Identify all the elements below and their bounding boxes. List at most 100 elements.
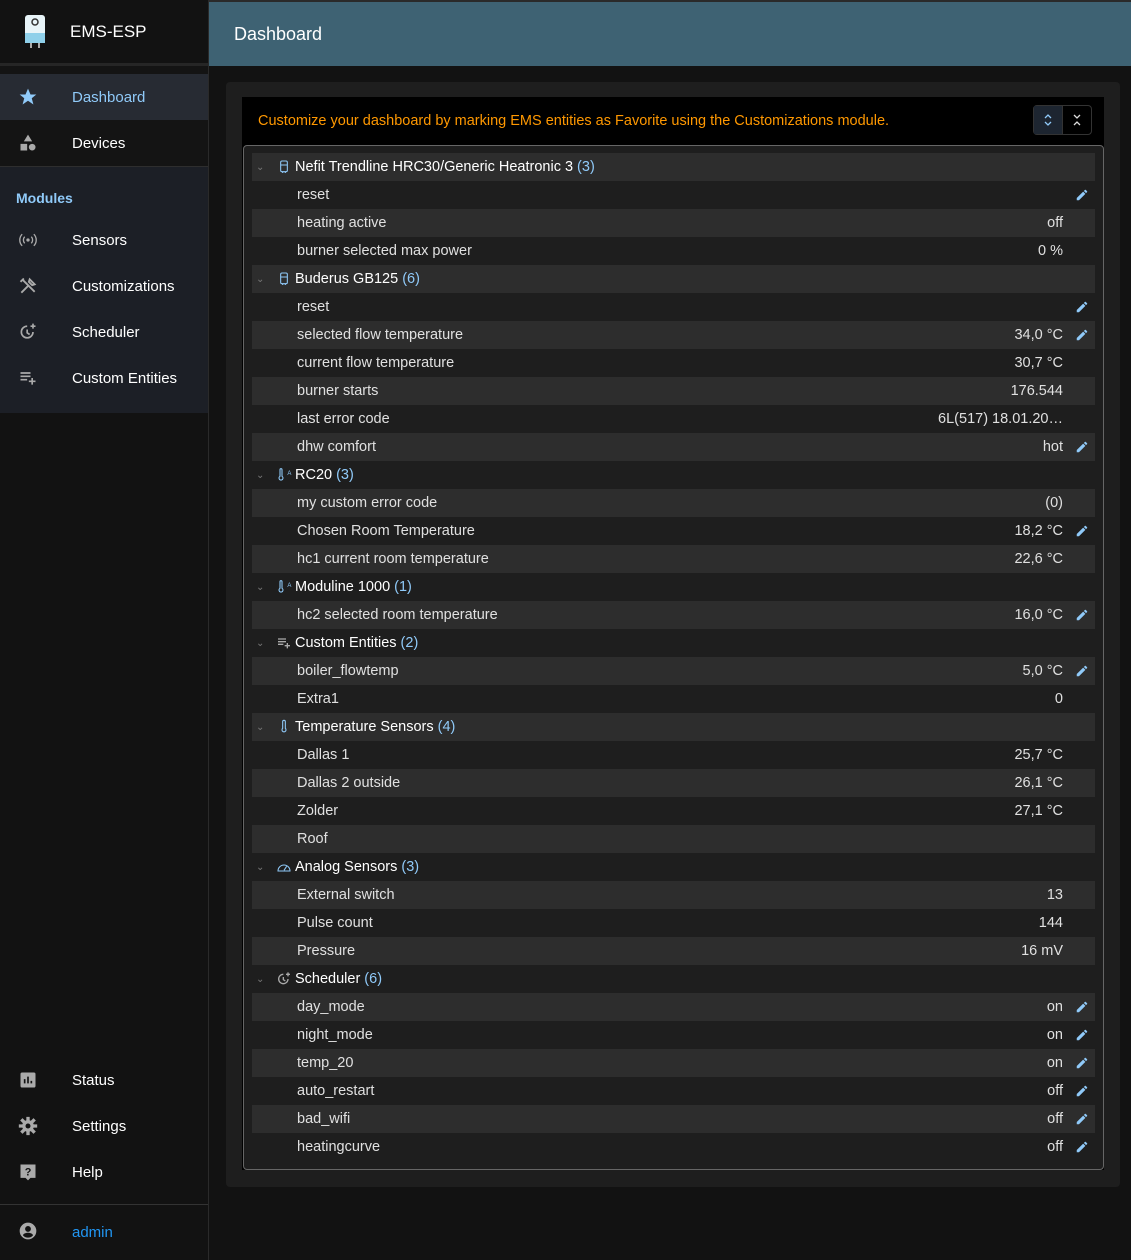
entity-row: dhw comfort hot: [252, 433, 1095, 461]
sidebar-item-settings[interactable]: Settings: [0, 1103, 208, 1149]
chevron-down-icon[interactable]: ⌄: [256, 273, 265, 285]
entity-row: temp_20 on: [252, 1049, 1095, 1077]
sidebar-item-label: Status: [72, 1071, 115, 1089]
edit-icon[interactable]: [1075, 328, 1089, 342]
sidebar-item-status[interactable]: Status: [0, 1057, 208, 1103]
group-name: Analog Sensors: [295, 859, 398, 875]
group-header-row[interactable]: ⌄ Analog Sensors (3): [252, 853, 1095, 881]
thermostat-auto-icon: A: [277, 468, 291, 481]
sidebar-item-scheduler[interactable]: Scheduler: [0, 309, 208, 355]
entity-label: last error code: [297, 411, 390, 427]
chevron-down-icon[interactable]: ⌄: [256, 721, 265, 733]
chevron-down-icon[interactable]: ⌄: [256, 861, 265, 873]
edit-icon[interactable]: [1075, 188, 1089, 202]
entity-label: temp_20: [297, 1055, 354, 1071]
edit-icon[interactable]: [1075, 608, 1089, 622]
svg-text:A: A: [287, 471, 291, 477]
edit-icon[interactable]: [1075, 1028, 1089, 1042]
entity-label: my custom error code: [297, 495, 438, 511]
entity-table: ⌄ Nefit Trendline HRC30/Generic Heatronic…: [243, 145, 1104, 1170]
chevron-down-icon[interactable]: ⌄: [256, 469, 265, 481]
app-title: EMS-ESP: [70, 21, 147, 41]
group-header-row[interactable]: ⌄ Nefit Trendline HRC30/Generic Heatronic…: [252, 153, 1095, 181]
group-header-row[interactable]: ⌄ Temperature Sensors (4): [252, 713, 1095, 741]
entity-row: day_mode on: [252, 993, 1095, 1021]
help-icon: ?: [20, 1164, 36, 1181]
sidebar-item-custom-entities[interactable]: Custom Entities: [0, 355, 208, 401]
entity-label: Dallas 2 outside: [297, 775, 401, 791]
edit-icon[interactable]: [1075, 1140, 1089, 1154]
entity-label: reset: [297, 299, 330, 315]
group-header-row[interactable]: ⌄ A RC20 (3): [252, 461, 1095, 489]
edit-icon[interactable]: [1075, 300, 1089, 314]
edit-icon[interactable]: [1075, 1084, 1089, 1098]
group-header-row[interactable]: ⌄ Buderus GB125 (6): [252, 265, 1095, 293]
entity-label: Roof: [297, 831, 328, 847]
sidebar-item-help[interactable]: ? Help: [0, 1149, 208, 1195]
entity-row: reset: [252, 293, 1095, 321]
entity-value: 144: [1038, 915, 1063, 931]
expand-collapse-toggle: [1033, 105, 1092, 135]
group-name: Buderus GB125: [295, 271, 399, 287]
sensors-icon: [19, 233, 37, 247]
entity-row: heating active off: [252, 209, 1095, 237]
group-count: (6): [364, 971, 383, 987]
sidebar-item-devices[interactable]: Devices: [0, 120, 208, 166]
edit-icon[interactable]: [1075, 1112, 1089, 1126]
sidebar-item-sensors[interactable]: Sensors: [0, 217, 208, 263]
entity-value: 0 %: [1038, 243, 1063, 259]
entity-value: 5,0 °C: [1022, 663, 1063, 679]
boiler-icon: [279, 272, 288, 285]
entity-row: Pressure 16 mV: [252, 937, 1095, 965]
more-time-icon: [277, 972, 290, 985]
entity-row: Dallas 1 25,7 °C: [252, 741, 1095, 769]
entity-value: 16,0 °C: [1014, 607, 1063, 623]
group-header-row[interactable]: ⌄ Custom Entities (2): [252, 629, 1095, 657]
entity-value: 34,0 °C: [1014, 327, 1063, 343]
svg-text:A: A: [287, 583, 291, 589]
entity-value: 25,7 °C: [1014, 747, 1063, 763]
entity-value: on: [1046, 999, 1063, 1015]
entity-label: Pulse count: [297, 915, 373, 931]
entity-label: Chosen Room Temperature: [297, 523, 475, 539]
entity-label: burner selected max power: [297, 243, 472, 259]
assessment-icon: [20, 1072, 36, 1088]
edit-icon[interactable]: [1075, 1056, 1089, 1070]
entity-row: hc1 current room temperature 22,6 °C: [252, 545, 1095, 573]
user-name: admin: [72, 1224, 113, 1241]
svg-text:?: ?: [25, 1166, 32, 1178]
modules-heading: Modules: [16, 190, 73, 206]
tools-icon: [19, 277, 37, 294]
edit-icon[interactable]: [1075, 664, 1089, 678]
entity-row: current flow temperature 30,7 °C: [252, 349, 1095, 377]
user-menu[interactable]: admin: [0, 1204, 208, 1260]
entity-row: Roof: [252, 825, 1095, 853]
entity-row: reset: [252, 181, 1095, 209]
collapse-all-button[interactable]: [1063, 106, 1091, 134]
group-count: (4): [437, 719, 456, 735]
group-header-row[interactable]: ⌄ A Moduline 1000 (1): [252, 573, 1095, 601]
expand-all-button[interactable]: [1034, 106, 1063, 134]
chevron-down-icon[interactable]: ⌄: [256, 161, 265, 173]
entity-value: 16 mV: [1021, 943, 1063, 959]
chevron-down-icon[interactable]: ⌄: [256, 637, 265, 649]
settings-icon: [18, 1116, 38, 1136]
chevron-down-icon[interactable]: ⌄: [256, 973, 265, 985]
sidebar-item-customizations[interactable]: Customizations: [0, 263, 208, 309]
group-name: RC20: [295, 467, 333, 483]
entity-label: heatingcurve: [297, 1139, 381, 1155]
edit-icon[interactable]: [1075, 524, 1089, 538]
edit-icon[interactable]: [1075, 440, 1089, 454]
edit-icon[interactable]: [1075, 1000, 1089, 1014]
sidebar-item-dashboard[interactable]: Dashboard: [0, 74, 208, 120]
entity-row: Pulse count 144: [252, 909, 1095, 937]
group-header-row[interactable]: ⌄ Scheduler (6): [252, 965, 1095, 993]
entity-value: on: [1046, 1055, 1063, 1071]
entity-row: Chosen Room Temperature 18,2 °C: [252, 517, 1095, 545]
entity-row: selected flow temperature 34,0 °C: [252, 321, 1095, 349]
entity-row: boiler_flowtemp 5,0 °C: [252, 657, 1095, 685]
playlist-add-icon: [277, 638, 290, 649]
sidebar-item-label: Settings: [72, 1117, 127, 1135]
entity-row: Dallas 2 outside 26,1 °C: [252, 769, 1095, 797]
chevron-down-icon[interactable]: ⌄: [256, 581, 265, 593]
